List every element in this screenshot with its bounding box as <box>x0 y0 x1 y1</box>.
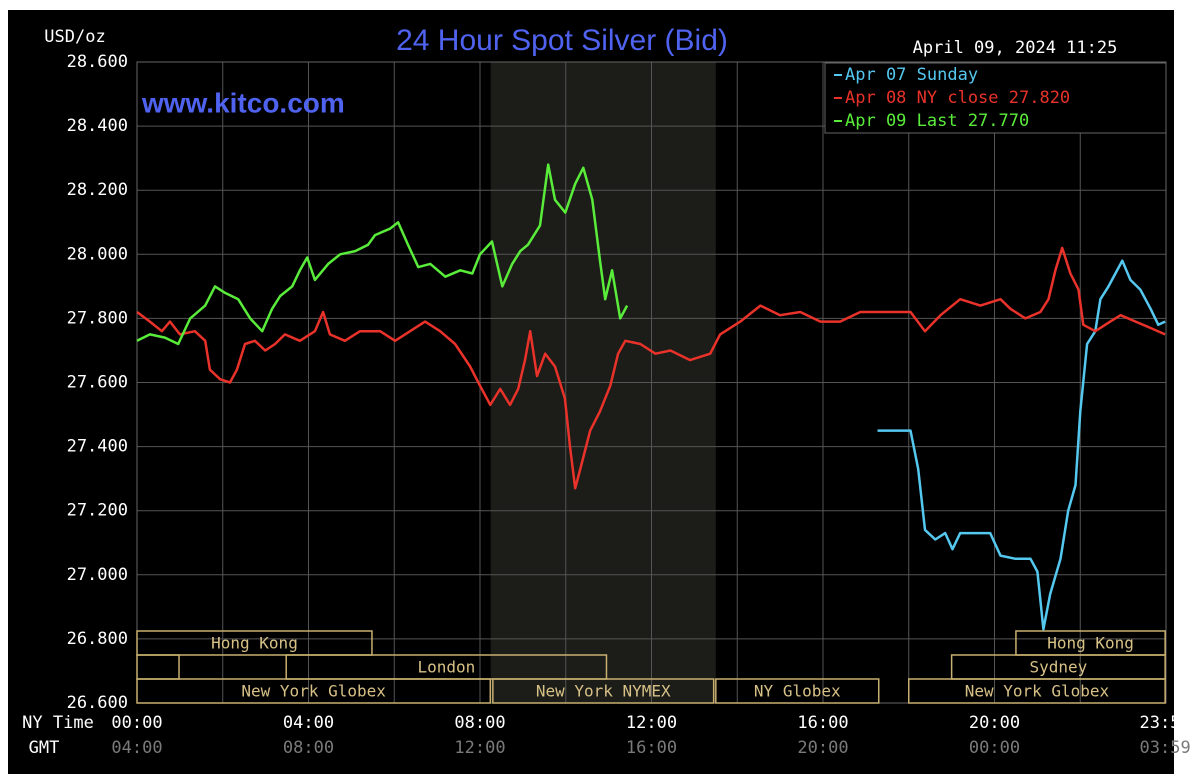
x2-tick-label: 00:00 <box>969 738 1020 758</box>
x2-axis-label: GMT <box>29 738 60 758</box>
y-tick-label: 26.600 <box>67 693 128 713</box>
x-tick-label: 20:00 <box>969 713 1020 733</box>
y-tick-label: 27.600 <box>67 373 128 393</box>
x2-tick-label: 04:00 <box>111 738 162 758</box>
session-box <box>908 678 1166 704</box>
session-label: London <box>417 658 475 677</box>
session-label: Hong Kong <box>1047 634 1134 653</box>
y-tick-label: 26.800 <box>67 629 128 649</box>
x-tick-label: 12:00 <box>626 713 677 733</box>
session-box <box>492 678 715 704</box>
unit-label: USD/oz <box>44 27 105 47</box>
y-tick-label: 27.400 <box>67 437 128 457</box>
timestamp: April 09, 2024 11:25 <box>913 38 1118 58</box>
legend-box <box>824 62 1167 134</box>
price-line <box>136 163 629 346</box>
y-tick-label: 28.200 <box>67 180 128 200</box>
price-line <box>877 259 1166 631</box>
x-tick-label: 04:00 <box>283 713 334 733</box>
session-label: New York Globex <box>241 682 386 701</box>
x-tick-label: 23:59 <box>1140 713 1191 733</box>
x2-tick-label: 16:00 <box>626 738 677 758</box>
y-tick-label: 27.000 <box>67 565 128 585</box>
y-tick-label: 27.200 <box>67 501 128 521</box>
session-label: NY Globex <box>754 682 841 701</box>
x-axis-label: NY Time <box>22 713 94 733</box>
legend-label: Apr 09 Last 27.770 <box>845 111 1029 131</box>
session-box <box>136 678 492 704</box>
chart-title: 24 Hour Spot Silver (Bid) <box>396 24 728 57</box>
session-label: Sydney <box>1029 658 1087 677</box>
x-tick-label: 16:00 <box>797 713 848 733</box>
legend-label: Apr 08 NY close 27.820 <box>845 88 1070 108</box>
price-line <box>136 246 1166 490</box>
x2-tick-label: 20:00 <box>797 738 848 758</box>
x-tick-label: 08:00 <box>454 713 505 733</box>
x-tick-label: 00:00 <box>111 713 162 733</box>
x2-tick-label: 08:00 <box>283 738 334 758</box>
session-label: New York NYMEX <box>536 682 671 701</box>
session-label: Hong Kong <box>211 634 298 653</box>
x2-tick-label: 03:59 <box>1140 738 1191 758</box>
legend-label: Apr 07 Sunday <box>845 65 978 85</box>
y-tick-label: 28.600 <box>67 52 128 72</box>
y-tick-label: 28.000 <box>67 244 128 264</box>
watermark: www.kitco.com <box>141 87 345 118</box>
y-tick-label: 28.400 <box>67 116 128 136</box>
session-label: New York Globex <box>965 682 1110 701</box>
session-box <box>715 678 880 704</box>
y-tick-label: 27.800 <box>67 308 128 328</box>
session-box <box>136 630 373 656</box>
x2-tick-label: 12:00 <box>454 738 505 758</box>
